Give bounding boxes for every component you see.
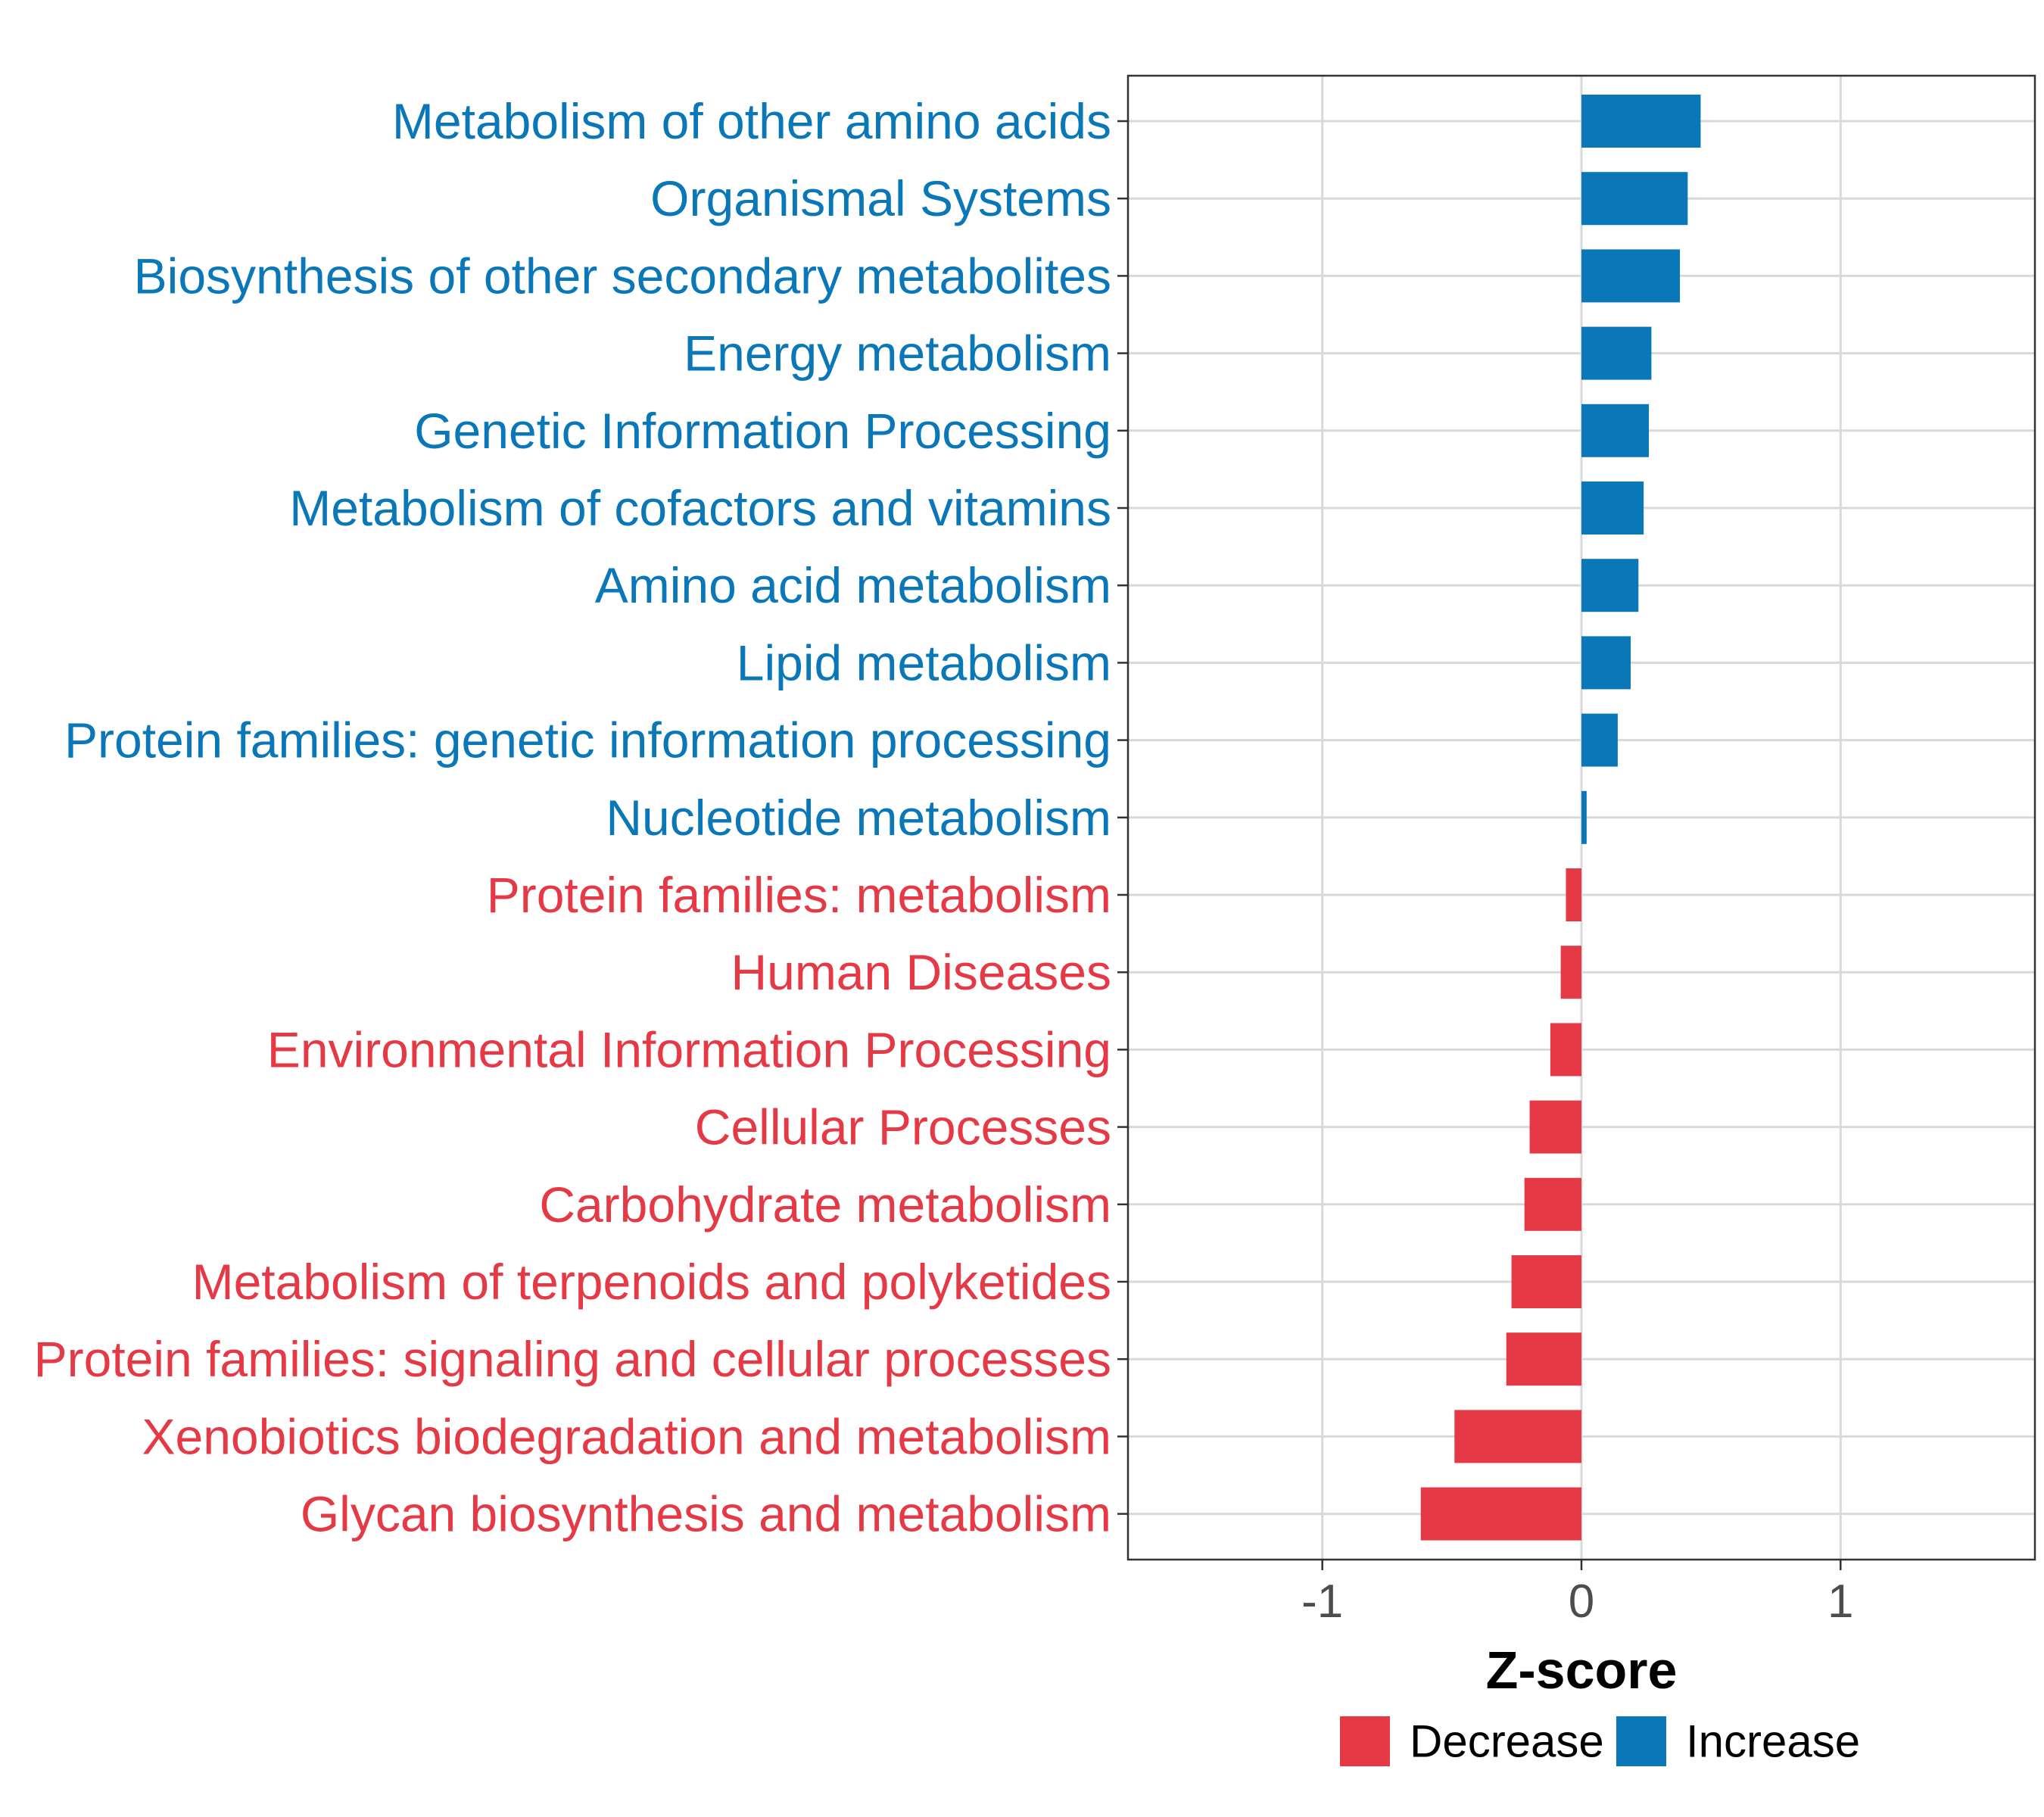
category-label: Human Diseases xyxy=(731,944,1111,1000)
category-label: Environmental Information Processing xyxy=(267,1021,1111,1077)
bar xyxy=(1511,1255,1581,1308)
category-label: Protein families: metabolism xyxy=(487,867,1111,923)
bar xyxy=(1581,326,1652,380)
bar xyxy=(1581,249,1681,303)
category-label: Lipid metabolism xyxy=(737,634,1111,690)
bar xyxy=(1550,1023,1581,1077)
bar xyxy=(1420,1487,1581,1541)
category-label: Genetic Information Processing xyxy=(414,403,1111,459)
y-axis: Metabolism of other amino acids Organisma… xyxy=(34,93,1128,1542)
bars xyxy=(1420,95,1701,1541)
category-label: Carbohydrate metabolism xyxy=(539,1177,1111,1233)
category-label: Metabolism of terpenoids and polyketides xyxy=(192,1254,1111,1310)
x-tick-label: 0 xyxy=(1569,1575,1594,1628)
category-label: Amino acid metabolism xyxy=(595,557,1111,613)
category-label: Xenobiotics biodegradation and metabolis… xyxy=(142,1408,1112,1464)
category-label: Protein families: genetic information pr… xyxy=(64,712,1111,768)
bar xyxy=(1581,95,1701,148)
category-label: Metabolism of other amino acids xyxy=(392,93,1111,149)
category-label: Cellular Processes xyxy=(695,1099,1111,1155)
x-tick-label: 1 xyxy=(1827,1575,1853,1628)
legend-key-decrease xyxy=(1340,1716,1390,1766)
category-label: Protein families: signaling and cellular… xyxy=(34,1331,1111,1387)
legend-label-decrease: Decrease xyxy=(1410,1716,1604,1767)
bar xyxy=(1581,713,1618,767)
bar xyxy=(1581,482,1644,535)
category-label: Energy metabolism xyxy=(684,326,1111,382)
bar xyxy=(1581,172,1688,226)
category-label: Biosynthesis of other secondary metaboli… xyxy=(134,248,1111,304)
bar xyxy=(1506,1332,1581,1386)
legend-key-increase xyxy=(1616,1716,1666,1766)
x-axis: -1 0 1 xyxy=(1301,1560,1854,1628)
bar xyxy=(1560,946,1581,999)
bar xyxy=(1566,868,1581,921)
category-label: Nucleotide metabolism xyxy=(606,790,1111,846)
category-label: Glycan biosynthesis and metabolism xyxy=(301,1486,1111,1542)
bar xyxy=(1529,1100,1581,1154)
category-label: Organismal Systems xyxy=(650,170,1111,226)
bar xyxy=(1581,636,1631,690)
x-tick-label: -1 xyxy=(1301,1575,1343,1628)
bar xyxy=(1524,1177,1581,1231)
category-label: Metabolism of cofactors and vitamins xyxy=(289,480,1111,536)
bar xyxy=(1581,790,1587,844)
x-axis-title: Z-score xyxy=(1486,1641,1678,1700)
legend: Decrease Increase xyxy=(1340,1716,1860,1767)
legend-label-increase: Increase xyxy=(1686,1716,1860,1767)
bar xyxy=(1581,404,1649,457)
bar xyxy=(1454,1410,1581,1463)
bar xyxy=(1581,559,1639,612)
